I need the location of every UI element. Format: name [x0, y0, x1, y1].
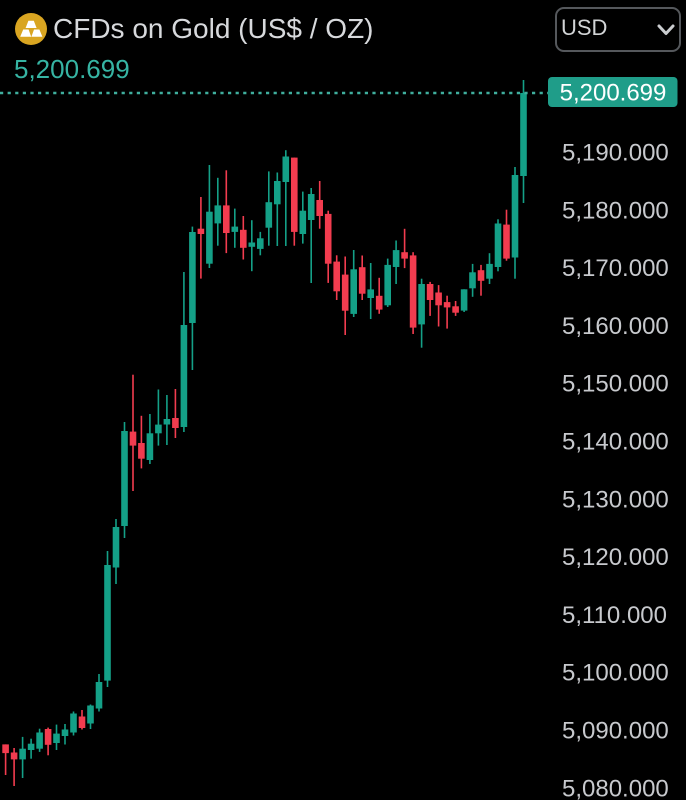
- svg-text:5,170.000: 5,170.000: [562, 255, 669, 282]
- svg-text:5,190.000: 5,190.000: [562, 140, 669, 167]
- svg-text:5,150.000: 5,150.000: [562, 371, 669, 398]
- svg-text:5,110.000: 5,110.000: [562, 602, 667, 629]
- svg-text:5,180.000: 5,180.000: [562, 197, 669, 224]
- svg-text:5,080.000: 5,080.000: [562, 775, 669, 800]
- svg-text:5,200.699: 5,200.699: [560, 80, 667, 107]
- svg-text:5,130.000: 5,130.000: [562, 486, 669, 513]
- svg-text:5,090.000: 5,090.000: [562, 718, 669, 745]
- svg-text:5,120.000: 5,120.000: [562, 544, 669, 571]
- svg-text:5,100.000: 5,100.000: [562, 660, 669, 687]
- svg-text:5,160.000: 5,160.000: [562, 313, 669, 340]
- svg-text:5,140.000: 5,140.000: [562, 429, 669, 456]
